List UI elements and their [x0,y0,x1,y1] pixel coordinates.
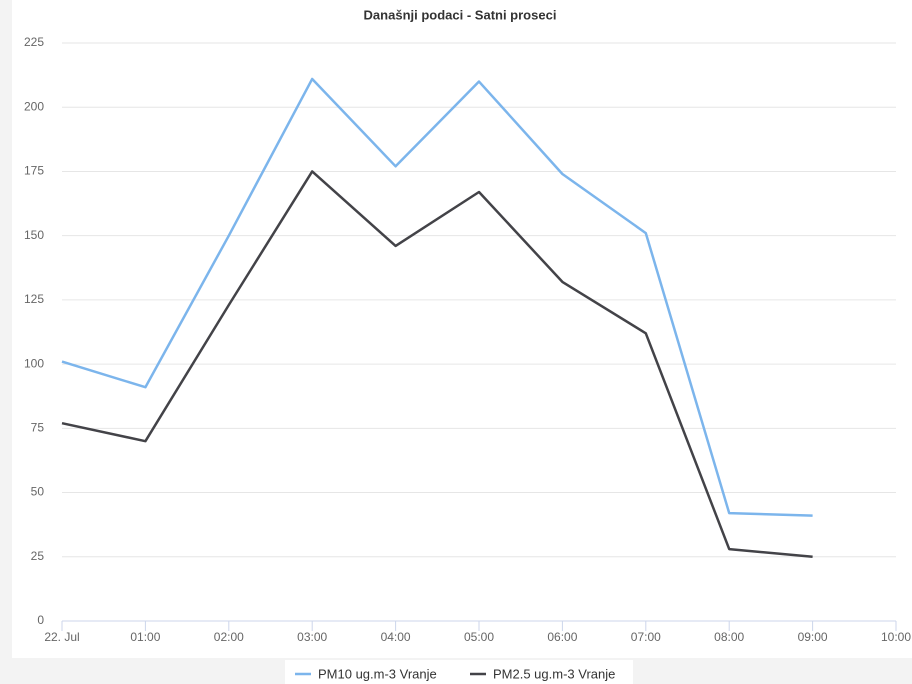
y-tick-label: 200 [24,99,44,113]
data-line [61,170,813,559]
y-tick-label: 150 [24,228,44,242]
legend: PM10 ug.m-3 Vranje PM2.5 ug.m-3 Vranje [295,666,615,681]
y-tick-label: 125 [24,292,44,306]
y-tick-label: 0 [37,613,44,627]
x-tick-label: 02:00 [214,630,244,644]
x-tick-label: 04:00 [381,630,411,644]
x-tick-label: 03:00 [297,630,327,644]
chart-title: Današnji podaci - Satni proseci [364,7,557,22]
y-tick-label: 25 [31,549,45,563]
y-tick-label: 75 [31,421,45,435]
x-tick-label: 05:00 [464,630,494,644]
y-tick-label: 100 [24,356,44,370]
x-tick-label: 08:00 [714,630,744,644]
x-tick-label: 10:00 [881,630,911,644]
y-tick-label: 50 [31,485,45,499]
legend-label: PM10 ug.m-3 Vranje [318,666,437,681]
chart-background [12,0,912,658]
x-tick-label: 06:00 [547,630,577,644]
legend-background [285,660,633,684]
x-tick-label: 01:00 [130,630,160,644]
x-tick-label: 09:00 [798,630,828,644]
y-tick-label: 225 [24,35,44,49]
legend-label: PM2.5 ug.m-3 Vranje [493,666,615,681]
x-tick-label: 22. Jul [44,630,79,644]
y-tick-label: 175 [24,164,44,178]
x-tick-label: 07:00 [631,630,661,644]
data-line [61,77,813,517]
